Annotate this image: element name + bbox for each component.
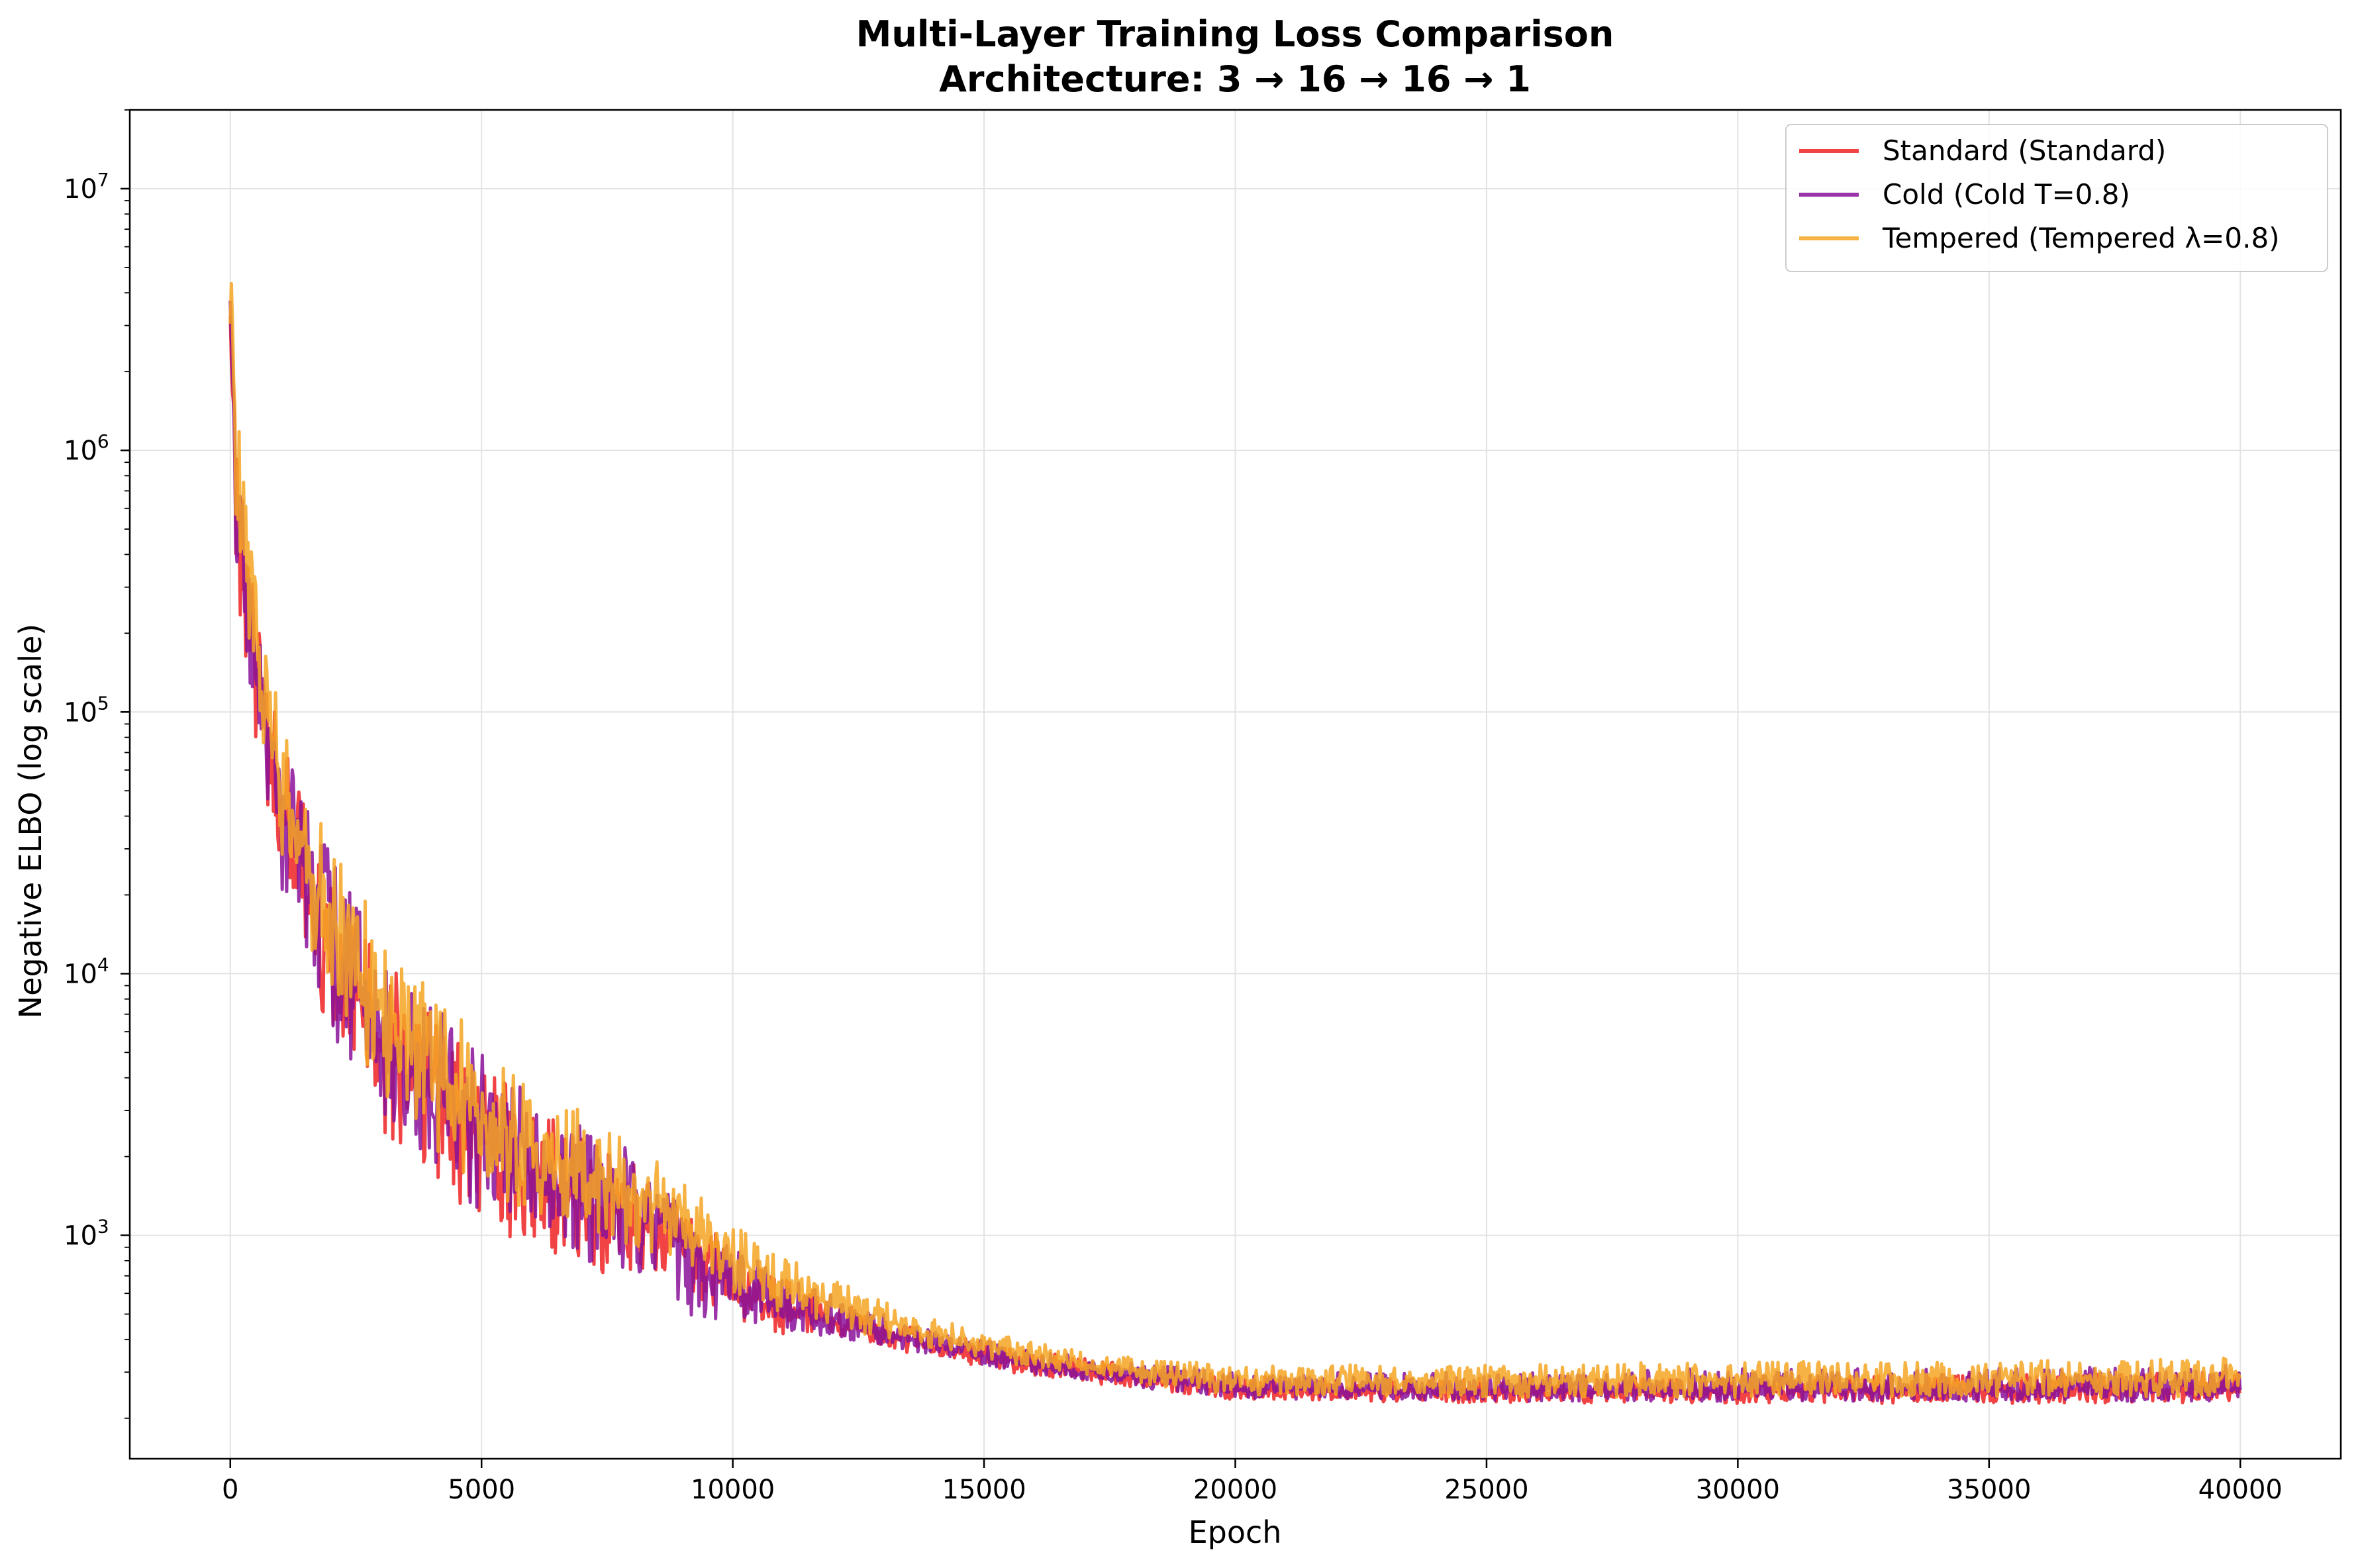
- x-tick-label: 15000: [942, 1475, 1026, 1505]
- x-tick-label: 35000: [1947, 1475, 2031, 1505]
- series-layer: [228, 281, 2242, 1405]
- chart-title-line2: Architecture: 3 → 16 → 16 → 1: [939, 58, 1531, 100]
- legend-label-1: Cold (Cold T=0.8): [1883, 178, 2130, 211]
- axes-layer: 0 5000 10000 15000 20000 25000 30000 35000 40000…: [64, 109, 2342, 1505]
- x-tick-label: 30000: [1696, 1475, 1780, 1505]
- legend: Standard (Standard) Cold (Cold T=0.8) Temp…: [1785, 124, 2328, 272]
- legend-box: [1785, 124, 2328, 272]
- y-axis-label: Negative ELBO (log scale): [13, 624, 48, 1019]
- series-line-2: [228, 281, 2242, 1399]
- x-tick-label: 10000: [691, 1475, 775, 1505]
- series-line-1: [228, 301, 2242, 1403]
- legend-label-0: Standard (Standard): [1883, 134, 2166, 167]
- x-tick-label: 25000: [1444, 1475, 1528, 1505]
- chart-title-line1: Multi-Layer Training Loss Comparison: [856, 13, 1614, 55]
- x-tick-label: 0: [222, 1475, 238, 1505]
- grid-lines: [130, 110, 2341, 1459]
- x-tick-label: 40000: [2198, 1475, 2283, 1505]
- x-tick-label: 5000: [448, 1475, 515, 1505]
- y-tick-label: 104: [64, 954, 109, 989]
- y-tick-label: 103: [64, 1216, 109, 1251]
- y-tick-label: 107: [64, 169, 109, 205]
- x-axis-label: Epoch: [1189, 1514, 1282, 1550]
- y-tick-label: 106: [64, 430, 109, 466]
- legend-label-2: Tempered (Tempered λ=0.8): [1882, 222, 2280, 254]
- y-tick-label: 105: [64, 692, 109, 728]
- x-tick-label: 20000: [1193, 1475, 1277, 1505]
